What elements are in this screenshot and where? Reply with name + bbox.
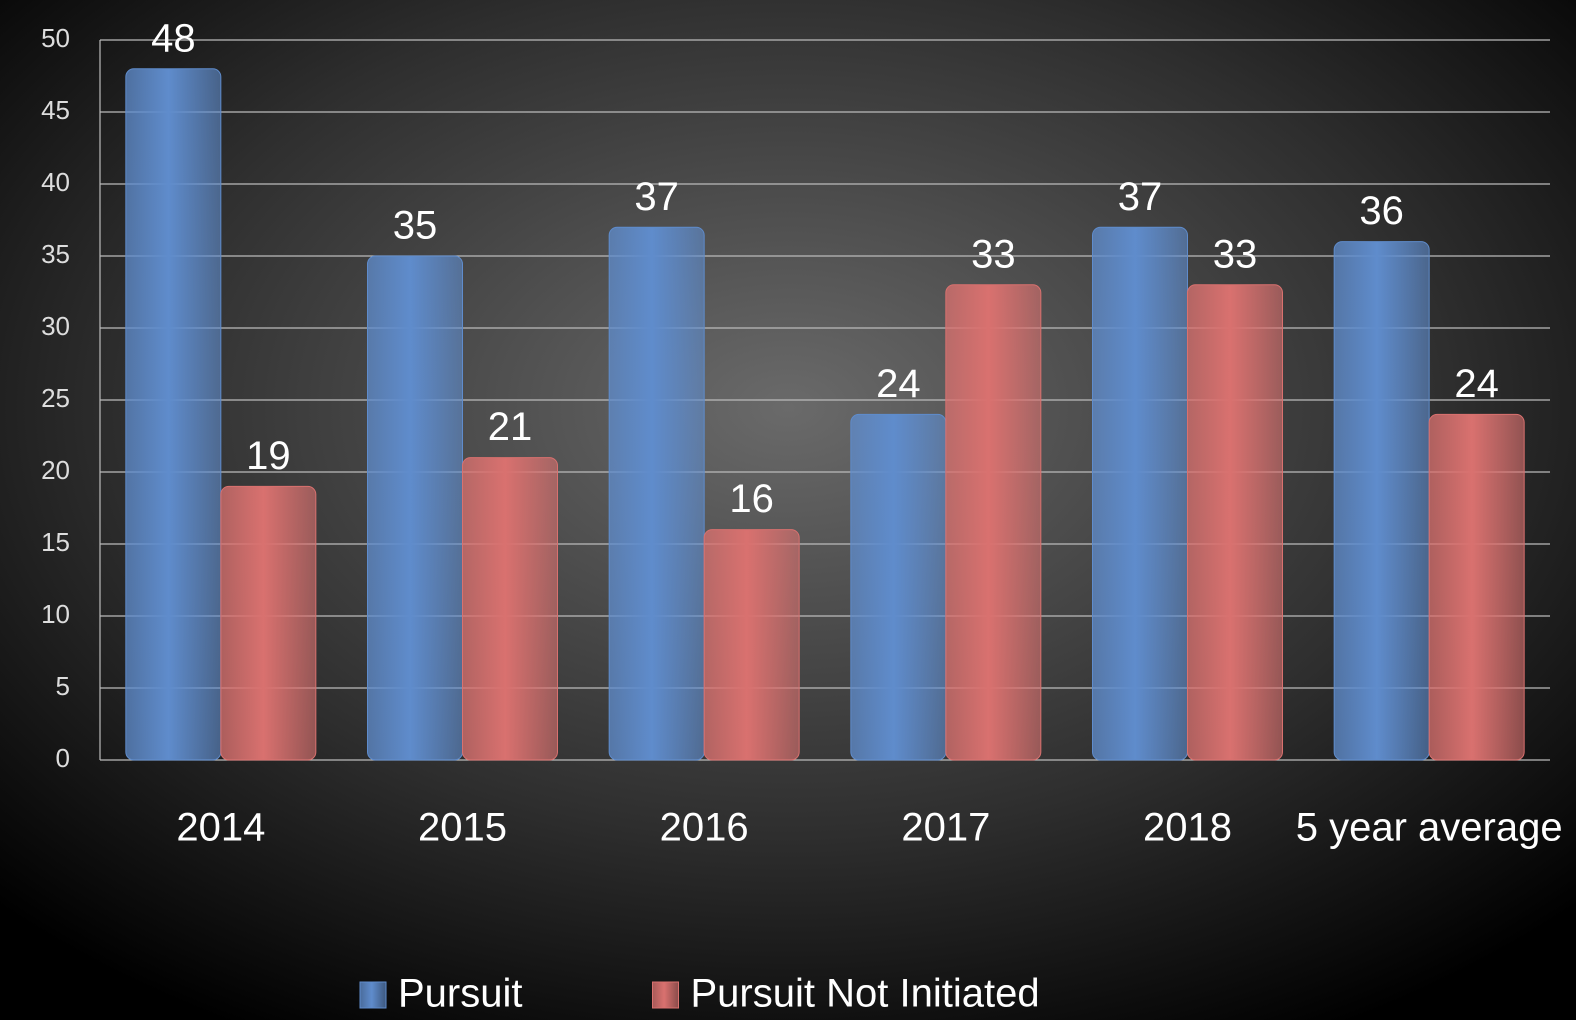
bar (945, 284, 1042, 761)
value-label: 37 (1118, 175, 1163, 219)
x-tick-label: 5 year average (1296, 806, 1563, 850)
value-label: 24 (1454, 362, 1499, 406)
bar (608, 226, 705, 761)
value-label: 21 (488, 405, 533, 449)
x-tick-label: 2015 (418, 806, 507, 850)
y-tick-label: 0 (56, 743, 70, 773)
value-label: 33 (971, 232, 1016, 276)
bar (1428, 413, 1525, 761)
y-tick-label: 35 (41, 239, 70, 269)
y-tick-label: 5 (56, 671, 70, 701)
legend-label: Pursuit Not Initiated (691, 972, 1040, 1016)
bar (367, 255, 463, 761)
bar (850, 413, 947, 761)
value-label: 48 (151, 16, 196, 60)
y-tick-label: 20 (41, 455, 70, 485)
y-tick-label: 10 (41, 599, 70, 629)
bar (125, 68, 222, 761)
legend-swatch (359, 981, 387, 1009)
y-tick-label: 40 (41, 167, 70, 197)
x-tick-label: 2014 (176, 806, 265, 850)
bar (1333, 241, 1430, 761)
bar (1187, 284, 1283, 761)
y-tick-label: 30 (41, 311, 70, 341)
value-label: 19 (246, 434, 291, 478)
value-label: 37 (634, 175, 679, 219)
value-label: 35 (393, 204, 438, 248)
x-tick-label: 2018 (1143, 806, 1232, 850)
x-tick-label: 2016 (660, 806, 749, 850)
value-label: 36 (1359, 189, 1404, 233)
value-label: 24 (876, 362, 921, 406)
value-label: 33 (1213, 232, 1258, 276)
y-tick-label: 50 (41, 23, 70, 53)
bar (220, 485, 317, 761)
y-tick-label: 15 (41, 527, 70, 557)
legend-label: Pursuit (398, 972, 523, 1016)
x-tick-label: 2017 (901, 806, 990, 850)
value-label: 16 (729, 477, 774, 521)
bar (1092, 226, 1188, 761)
y-tick-label: 45 (41, 95, 70, 125)
bar (703, 529, 800, 761)
y-tick-label: 25 (41, 383, 70, 413)
bar (462, 457, 558, 761)
legend-swatch (652, 981, 679, 1009)
